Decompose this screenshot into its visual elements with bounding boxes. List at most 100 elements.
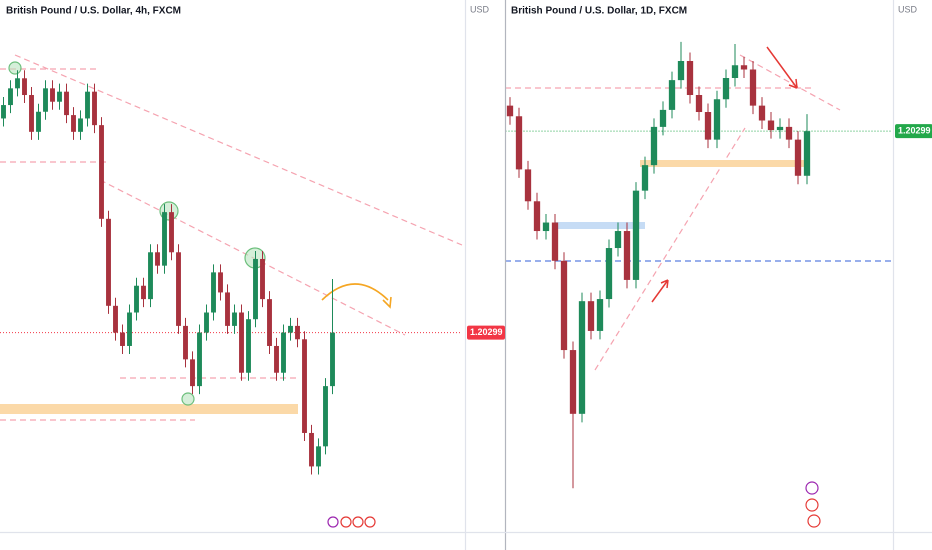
icon [327, 516, 339, 528]
candle-body [587, 301, 595, 331]
candle-body [141, 285, 146, 300]
candle-body [551, 222, 559, 261]
candle-body [204, 312, 209, 333]
support-zone [0, 404, 298, 414]
last-price-badge [895, 124, 932, 139]
candle-body [524, 169, 532, 202]
candle-body [120, 332, 125, 346]
last-price-label: 1.20299 [470, 327, 503, 337]
last-price-badge [467, 325, 505, 340]
candle-body [232, 312, 237, 326]
candle-body [623, 231, 631, 280]
candle-body [148, 252, 153, 300]
candle-body [632, 190, 640, 280]
icon [805, 481, 819, 495]
candle-body [50, 88, 55, 102]
trend-line [594, 127, 746, 371]
candle-body [713, 99, 721, 140]
icon [364, 516, 376, 528]
candle-body [246, 319, 251, 373]
candle-body [650, 126, 658, 166]
candle-body [302, 339, 307, 433]
labels: 1.20299 USD British Pound / U.S. Dollar, 4… [6, 4, 932, 340]
candle-body [668, 80, 676, 110]
candle-body [127, 312, 132, 346]
icon [340, 516, 352, 528]
candle-body [36, 111, 41, 132]
candle-body [515, 116, 523, 170]
candle-body [85, 91, 90, 119]
arrow-head [382, 296, 392, 309]
candle-body [749, 69, 757, 106]
candle-body [722, 78, 730, 100]
candle-body [614, 231, 622, 249]
candle-body [155, 252, 160, 266]
candle-body [190, 359, 195, 387]
candle-body [704, 112, 712, 140]
candle-body [183, 325, 188, 360]
candle-body [330, 332, 335, 387]
candle-body [162, 212, 167, 266]
candle-body [641, 165, 649, 191]
axis-unit: USD [470, 4, 490, 14]
candle-body [176, 252, 181, 326]
chart-title: British Pound / U.S. Dollar, 4h, FXCM [6, 6, 181, 17]
candle-body [274, 345, 279, 373]
candle-body [686, 61, 694, 96]
demand-zone [555, 222, 645, 229]
candle-body [596, 299, 604, 331]
candle-body [288, 325, 293, 333]
candle-body [57, 91, 62, 102]
candle-body [134, 285, 139, 313]
highlight [8, 61, 22, 75]
highlight [181, 392, 195, 406]
candle-body [239, 312, 244, 373]
candle-body [569, 350, 577, 414]
candle-body [71, 115, 76, 132]
candle-body [506, 105, 514, 117]
candle-body [29, 95, 34, 132]
trend-line [739, 54, 841, 111]
candle-body [316, 446, 321, 467]
projection-arrow [321, 283, 389, 301]
candle-body [8, 88, 13, 106]
arrow [766, 46, 798, 89]
candle-body [169, 212, 174, 253]
icon [807, 514, 821, 528]
candle-body [281, 332, 286, 373]
grid [0, 130, 893, 334]
candle-body [43, 88, 48, 112]
candle-body [605, 248, 613, 300]
candle-body [211, 272, 216, 313]
candle-body [323, 386, 328, 447]
candle-body [542, 222, 550, 232]
candles [1, 41, 811, 489]
candle-body [113, 305, 118, 333]
arrow [651, 279, 669, 303]
support-zone [640, 160, 810, 167]
trend-line [14, 54, 463, 246]
candle-body [785, 126, 793, 140]
icon [352, 516, 364, 528]
icon [805, 498, 819, 512]
candle-body [78, 118, 83, 132]
chart-title: British Pound / U.S. Dollar, 1D, FXCM [511, 6, 687, 17]
candle-body [731, 65, 739, 79]
candle-body [253, 258, 258, 320]
candle-body [533, 201, 541, 232]
candle-body [64, 91, 69, 116]
candle-body [267, 299, 272, 346]
last-price-label: 1.20299 [898, 126, 931, 136]
candle-body [106, 218, 111, 306]
axis-unit: USD [898, 4, 918, 14]
candle-body [22, 78, 27, 96]
candle-body [578, 301, 586, 414]
candle-body [15, 78, 20, 89]
candle-body [309, 432, 314, 467]
candle-body [560, 260, 568, 351]
candle-body [225, 292, 230, 326]
candle-body [803, 131, 811, 176]
candle-body [92, 91, 97, 126]
candle-body [197, 332, 202, 387]
